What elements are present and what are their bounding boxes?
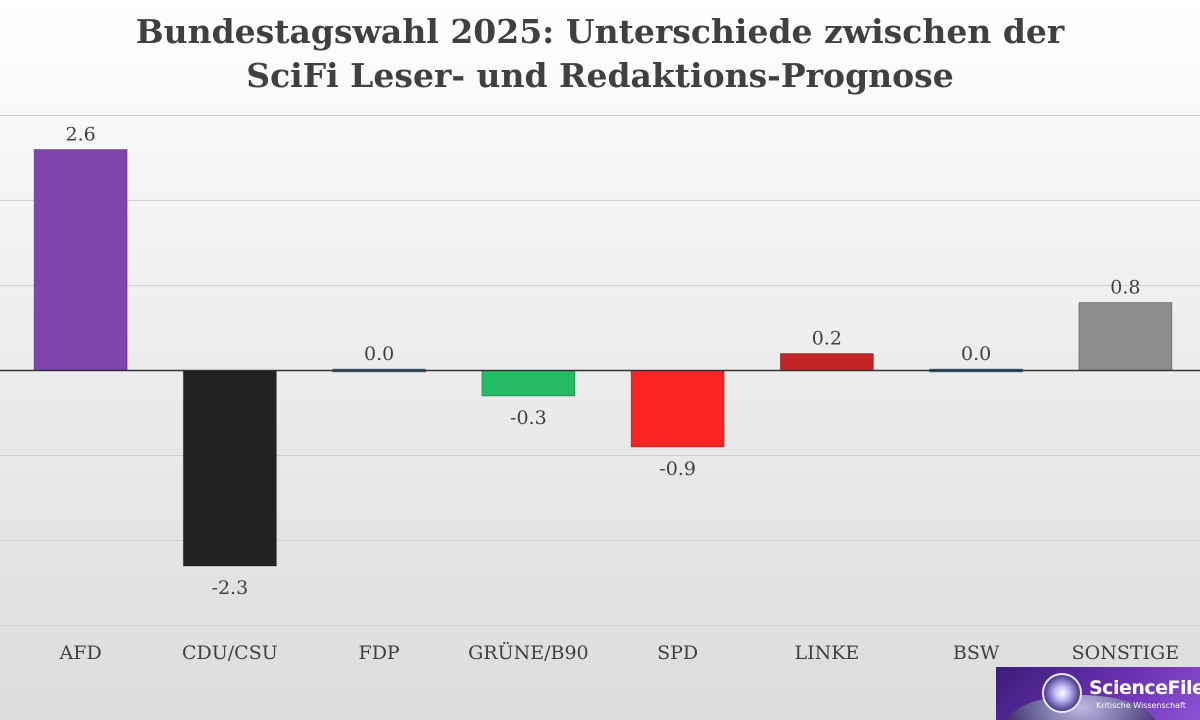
bar-linke [779, 353, 874, 371]
tick-label-gr-ne-b90: GRÜNE/B90 [468, 641, 589, 664]
sciencefiles-emblem-icon [1042, 673, 1082, 713]
bar-gr-ne-b90 [481, 370, 576, 397]
bar-afd [33, 149, 128, 371]
chart-title-line-2: SciFi Leser- und Redaktions-Prognose [246, 56, 954, 95]
bars [33, 149, 1173, 567]
tick-label-bsw: BSW [953, 642, 1000, 664]
bar-cdu-csu [182, 370, 277, 567]
tick-label-afd: AFD [59, 642, 102, 664]
bar-spd [630, 370, 725, 448]
data-label-cdu-csu: -2.3 [212, 577, 249, 599]
category-tick-labels: AFD CDU/CSU FDP GRÜNE/B90 SPD LINKE BSW SONSTIG… [59, 641, 1180, 664]
chart-title-line-1: Bundestagswahl 2025: Unterschiede zwisch… [135, 12, 1065, 51]
data-label-linke: 0.2 [812, 328, 842, 350]
gridlines [0, 115, 1200, 626]
data-label-fdp: 0.0 [364, 343, 394, 365]
data-label-sonstige: 0.8 [1110, 277, 1140, 299]
data-labels: 2.6 -2.3 0.0 -0.3 -0.9 0.2 0.0 0.8 [66, 124, 1141, 600]
tick-label-linke: LINKE [794, 642, 859, 664]
chart-title: Bundestagswahl 2025: Unterschiede zwisch… [0, 10, 1200, 98]
data-label-spd: -0.9 [659, 458, 696, 480]
logo-name: ScienceFiles [1089, 677, 1200, 699]
tick-label-sonstige: SONSTIGE [1072, 642, 1179, 664]
tick-label-spd: SPD [657, 642, 698, 664]
tick-label-fdp: FDP [359, 642, 400, 664]
tick-label-cdu-csu: CDU/CSU [182, 642, 278, 664]
data-label-bsw: 0.0 [961, 343, 991, 365]
data-label-afd: 2.6 [66, 124, 96, 146]
bar-sonstige [1078, 302, 1173, 371]
data-label-gr-ne-b90: -0.3 [510, 407, 547, 429]
sciencefiles-logo: ScienceFiles Kritische Wissenschaft [996, 667, 1200, 720]
logo-tagline: Kritische Wissenschaft [1096, 701, 1186, 710]
